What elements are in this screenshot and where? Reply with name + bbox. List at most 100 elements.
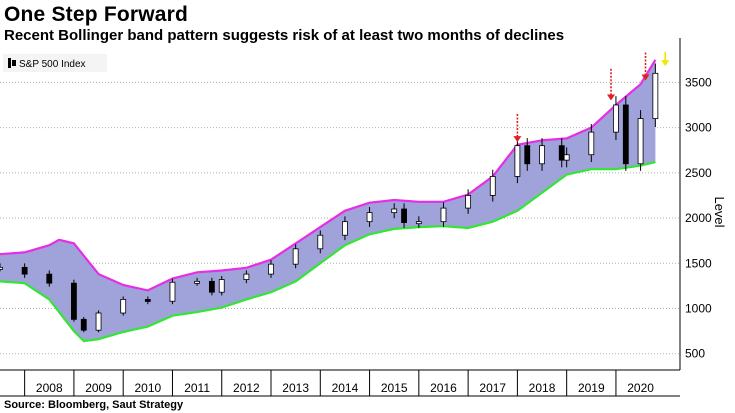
candle-body bbox=[0, 266, 3, 270]
axis-layer: 500 1000 1500 2000 2500 3000 3500 2008 2009 2010 2… bbox=[0, 38, 712, 397]
y-tick-500: 500 bbox=[685, 347, 705, 361]
candle bbox=[169, 278, 176, 305]
candle-body bbox=[208, 280, 215, 293]
y-tick-1500: 1500 bbox=[685, 256, 712, 270]
candle bbox=[268, 260, 274, 278]
x-label-2012: 2012 bbox=[233, 381, 260, 395]
candle-body bbox=[514, 145, 521, 177]
candle-body bbox=[622, 104, 629, 165]
candle-body bbox=[46, 273, 53, 284]
chart-title: One Step Forward bbox=[4, 3, 189, 26]
candle-body bbox=[652, 72, 659, 119]
y-tick-3500: 3500 bbox=[685, 75, 712, 89]
candle bbox=[563, 147, 570, 168]
candle-body bbox=[292, 248, 299, 265]
y-tick-2000: 2000 bbox=[685, 211, 712, 225]
candle-body bbox=[613, 104, 619, 133]
candle bbox=[243, 270, 250, 284]
candle-body bbox=[243, 273, 250, 280]
candle bbox=[465, 189, 472, 214]
candle bbox=[588, 124, 595, 163]
arrow-layer bbox=[513, 51, 670, 143]
candle bbox=[342, 216, 348, 241]
source-note: Source: Bloomberg, Saut Strategy bbox=[4, 399, 184, 411]
candle bbox=[489, 169, 496, 202]
candle-body bbox=[524, 145, 531, 165]
candle bbox=[539, 138, 545, 171]
x-label-2015: 2015 bbox=[381, 381, 408, 395]
candle bbox=[366, 207, 373, 227]
arrow-head bbox=[661, 60, 670, 67]
candle-body bbox=[366, 212, 373, 223]
candle-body bbox=[21, 266, 28, 275]
candle-body bbox=[401, 208, 407, 223]
candle-body bbox=[563, 154, 570, 161]
candle bbox=[46, 270, 53, 287]
candle-body bbox=[415, 221, 422, 225]
candle bbox=[317, 230, 324, 254]
x-label-2020: 2020 bbox=[627, 381, 654, 395]
candle-body bbox=[95, 312, 102, 331]
x-label-2019: 2019 bbox=[578, 381, 605, 395]
x-label-2009: 2009 bbox=[85, 381, 112, 395]
candle bbox=[71, 279, 77, 322]
candle-body bbox=[120, 299, 127, 314]
candle-body bbox=[268, 263, 274, 275]
red-arrow-0 bbox=[513, 114, 522, 143]
x-label-2011: 2011 bbox=[184, 381, 210, 395]
red-arrow-1 bbox=[607, 68, 616, 101]
candle bbox=[637, 110, 644, 171]
chart-subtitle: Recent Bollinger band pattern suggests r… bbox=[4, 27, 565, 44]
candle bbox=[292, 244, 299, 269]
legend-marker-body bbox=[12, 60, 16, 66]
candle-body bbox=[317, 234, 324, 250]
candle bbox=[194, 277, 201, 286]
legend-box bbox=[3, 54, 107, 72]
candle bbox=[391, 203, 398, 219]
candle bbox=[208, 277, 215, 296]
candle-body bbox=[588, 131, 595, 156]
upper-band-line bbox=[0, 59, 657, 292]
y-tick-3000: 3000 bbox=[685, 121, 712, 135]
x-label-2016: 2016 bbox=[430, 381, 457, 395]
arrow-head bbox=[641, 74, 650, 81]
arrow-head bbox=[513, 136, 522, 143]
band-layer bbox=[0, 59, 657, 343]
candle bbox=[415, 216, 422, 228]
legend: S&P 500 Index bbox=[3, 54, 107, 72]
candle bbox=[218, 275, 225, 296]
x-label-2017: 2017 bbox=[479, 381, 506, 395]
x-label-2018: 2018 bbox=[529, 381, 556, 395]
candle bbox=[440, 202, 447, 227]
candle bbox=[120, 296, 127, 316]
legend-label: S&P 500 Index bbox=[19, 59, 86, 70]
candle-body bbox=[218, 279, 225, 293]
candle bbox=[524, 138, 531, 171]
candle-body bbox=[558, 145, 565, 161]
red-arrow-2 bbox=[641, 52, 650, 81]
candle bbox=[144, 296, 151, 305]
candle-body bbox=[342, 221, 348, 236]
x-label-2010: 2010 bbox=[134, 381, 161, 395]
candle-body bbox=[465, 195, 472, 209]
candle-body bbox=[440, 207, 447, 223]
candle-body bbox=[489, 176, 496, 196]
candle-body bbox=[391, 208, 398, 214]
x-label-2014: 2014 bbox=[332, 381, 359, 395]
y-tick-2500: 2500 bbox=[685, 166, 712, 180]
candle bbox=[652, 63, 659, 127]
candle-body bbox=[144, 299, 151, 302]
candle bbox=[80, 316, 87, 333]
candle-layer bbox=[0, 63, 659, 333]
candle bbox=[558, 138, 565, 168]
y-tick-1000: 1000 bbox=[685, 301, 712, 315]
candle-body bbox=[80, 318, 87, 331]
candle-body bbox=[71, 282, 77, 320]
candle-body bbox=[169, 281, 176, 302]
y-axis-label: Level bbox=[712, 196, 727, 227]
legend-marker bbox=[8, 58, 11, 68]
candle-body bbox=[194, 280, 201, 284]
band-fill bbox=[0, 59, 656, 342]
lower-band-line bbox=[0, 160, 656, 343]
